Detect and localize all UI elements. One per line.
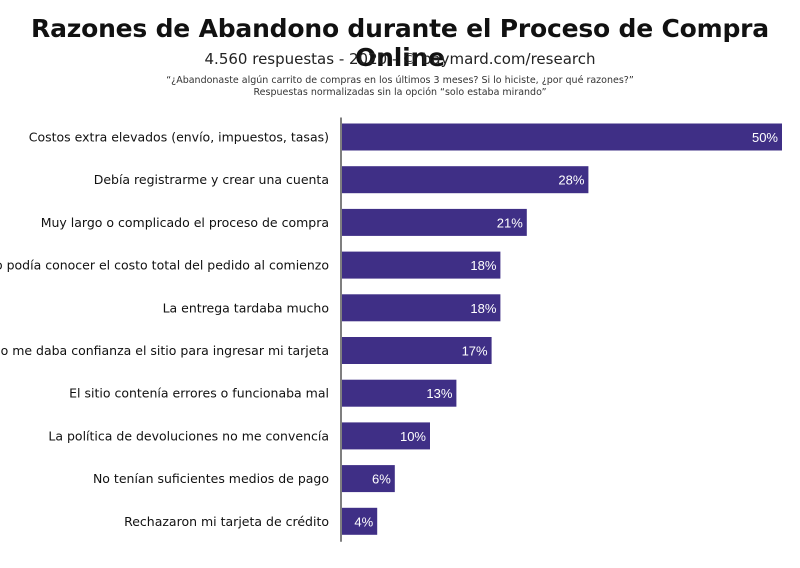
value-label: 10% [400, 429, 426, 444]
value-label: 6% [372, 472, 391, 487]
bar [342, 465, 395, 493]
chart-subtitle: 4.560 respuestas - 2020 - © baymard.com/… [204, 50, 596, 68]
category-label: No me daba confianza el sitio para ingre… [0, 343, 329, 358]
bar [342, 208, 527, 236]
value-label: 17% [462, 344, 488, 359]
chart-title: Razones de Abandono durante el Proceso d… [31, 14, 769, 72]
category-label: Costos extra elevados (envío, impuestos,… [29, 130, 329, 145]
bar [342, 123, 782, 151]
question-line-1: “¿Abandonaste algún carrito de compras e… [166, 75, 634, 86]
survey-question: “¿Abandonaste algún carrito de compras e… [0, 75, 800, 99]
bar [342, 251, 501, 279]
question-line-2: Respuestas normalizadas sin la opción “s… [253, 87, 547, 98]
bar [342, 379, 457, 407]
value-label: 4% [354, 514, 373, 529]
value-label: 28% [558, 173, 584, 188]
value-label: 21% [497, 215, 523, 230]
category-label: No podía conocer el costo total del pedi… [0, 258, 329, 273]
category-label: Muy largo o complicado el proceso de com… [41, 215, 329, 230]
bar [342, 337, 492, 364]
bar [342, 507, 378, 535]
value-label: 13% [426, 386, 452, 401]
value-label: 50% [752, 130, 778, 145]
value-label: 18% [470, 301, 496, 316]
category-label: El sitio contenía errores o funcionaba m… [69, 386, 329, 401]
bar [342, 294, 501, 322]
value-label: 18% [470, 258, 496, 273]
category-label: No tenían suficientes medios de pago [93, 471, 329, 486]
bar [342, 422, 430, 450]
category-label: La entrega tardaba mucho [163, 300, 329, 315]
category-label: La política de devoluciones no me conven… [48, 428, 329, 443]
category-label: Rechazaron mi tarjeta de crédito [124, 514, 329, 529]
bar [342, 166, 589, 194]
category-label: Debía registrarme y crear una cuenta [94, 172, 329, 187]
